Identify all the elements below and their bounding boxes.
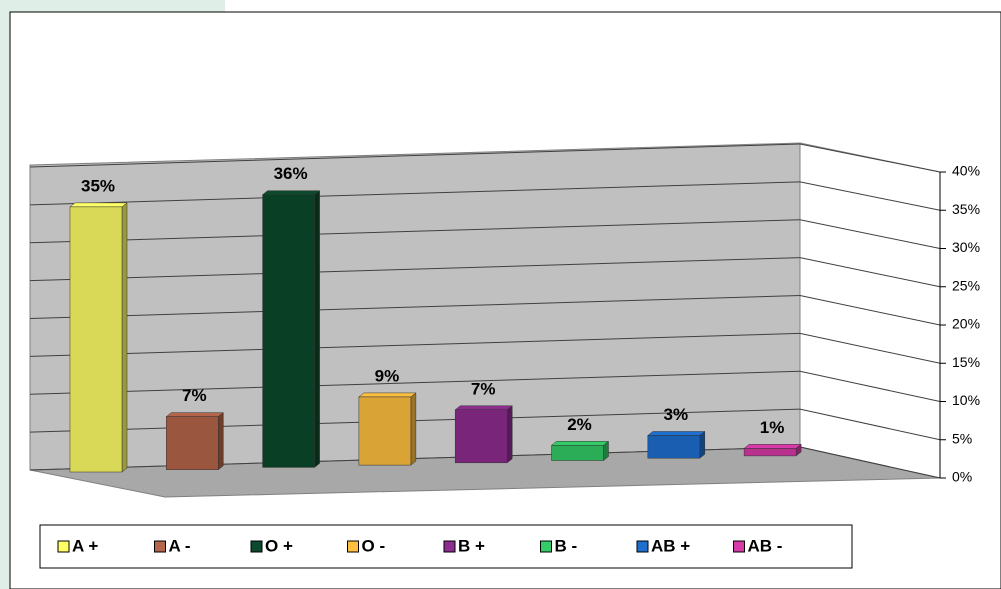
legend-label: B + (458, 536, 485, 555)
grid-line (29, 295, 801, 319)
legend-swatch (636, 540, 649, 553)
value-label: 9% (375, 366, 400, 385)
grid-line (799, 181, 941, 211)
legend-label: AB + (651, 536, 690, 555)
bar-top (69, 202, 128, 208)
bar-top (550, 441, 610, 446)
grid-line (29, 332, 801, 357)
y-tick-label: 35% (952, 201, 980, 217)
legend-label: B - (555, 536, 578, 555)
value-label: 35% (81, 176, 115, 195)
grid-line (799, 295, 941, 326)
grid-line (29, 257, 801, 282)
legend-label: O - (362, 536, 386, 555)
legend-swatch (733, 540, 745, 553)
y-tick-label: 20% (952, 316, 980, 332)
bar (69, 206, 123, 473)
legend-swatch (347, 540, 359, 553)
grid-line (29, 181, 801, 206)
grid-line (799, 446, 941, 479)
value-label: 36% (274, 164, 308, 183)
value-label: 7% (471, 379, 496, 398)
bar (743, 448, 797, 457)
y-tick-label: 5% (952, 430, 972, 446)
legend-swatch (154, 540, 166, 553)
bar-top (647, 431, 706, 436)
bar (358, 396, 412, 466)
grid-line (29, 143, 801, 168)
grid-line (799, 408, 941, 441)
y-tick-label: 40% (952, 163, 980, 179)
legend-swatch (250, 540, 263, 553)
grid-line (799, 370, 941, 402)
grid-line (799, 257, 941, 288)
bar-side (314, 190, 320, 468)
bar (454, 409, 508, 464)
legend-label: O + (265, 536, 293, 555)
legend-label: A + (72, 536, 98, 555)
y-tick-label: 30% (952, 239, 980, 255)
bar (551, 445, 604, 461)
bar-side (410, 392, 417, 466)
bar-top (358, 392, 417, 398)
bar-side (121, 202, 128, 473)
legend-swatch (443, 540, 456, 553)
y-tick-label: 25% (952, 277, 980, 293)
legend-label: AB - (748, 536, 783, 555)
bar-side (218, 412, 224, 471)
grid-line (29, 219, 801, 244)
grid-line (799, 332, 941, 364)
legend-swatch (540, 540, 552, 553)
bar-top (165, 412, 225, 417)
bar (166, 416, 219, 470)
bar-top (454, 405, 513, 411)
bar (262, 194, 315, 468)
legend-swatch (57, 540, 70, 553)
value-label: 2% (567, 415, 592, 434)
grid-line (799, 143, 941, 173)
bar-top (261, 190, 321, 195)
bar (647, 435, 701, 459)
y-tick-label: 10% (952, 392, 980, 408)
value-label: 1% (760, 418, 785, 437)
bar-side (699, 430, 706, 459)
value-label: 7% (182, 386, 207, 405)
y-tick-label: 15% (952, 354, 980, 370)
y-tick-label: 0% (952, 469, 972, 485)
value-label: 3% (664, 405, 689, 424)
grid-line (799, 219, 941, 249)
grid-line (29, 370, 801, 395)
bar-top (743, 444, 802, 449)
bar-side (506, 405, 513, 464)
top-strip (225, 0, 1001, 12)
legend-label: A - (169, 536, 191, 555)
